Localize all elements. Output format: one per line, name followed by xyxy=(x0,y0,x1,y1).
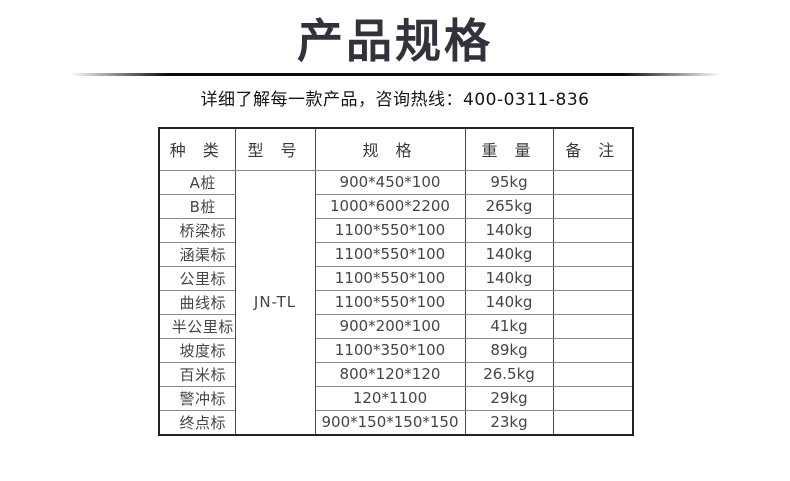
table-row: 百米标 800*120*120 26.5kg xyxy=(158,361,634,387)
cell-weight: 140kg xyxy=(464,217,554,243)
cell-spec: 1100*350*100 xyxy=(314,337,466,363)
cell-type: 半公里标 xyxy=(158,313,236,339)
cell-type: 曲线标 xyxy=(158,289,236,315)
cell-note xyxy=(552,313,634,339)
cell-type: 涵渠标 xyxy=(158,241,236,267)
cell-weight: 26.5kg xyxy=(464,361,554,387)
table-row: 桥梁标 1100*550*100 140kg xyxy=(158,217,634,243)
cell-spec: 120*1100 xyxy=(314,385,466,411)
cell-spec: 1100*550*100 xyxy=(314,241,466,267)
cell-spec: 900*450*100 xyxy=(314,169,466,195)
header-model: 型 号 xyxy=(234,127,316,171)
cell-spec: 1000*600*2200 xyxy=(314,193,466,219)
spec-table-container: 种 类 型 号 规 格 重 量 备 注 A桩 JN-TL 900*450*100 95… xyxy=(158,126,634,436)
cell-type: 终点标 xyxy=(158,409,236,436)
cell-note xyxy=(552,193,634,219)
cell-note xyxy=(552,241,634,267)
cell-spec: 1100*550*100 xyxy=(314,265,466,291)
table-row: 曲线标 1100*550*100 140kg xyxy=(158,289,634,315)
cell-weight: 140kg xyxy=(464,289,554,315)
cell-weight: 29kg xyxy=(464,385,554,411)
table-row: 坡度标 1100*350*100 89kg xyxy=(158,337,634,363)
cell-type: 警冲标 xyxy=(158,385,236,411)
cell-spec: 1100*550*100 xyxy=(314,289,466,315)
cell-weight: 23kg xyxy=(464,409,554,436)
header-note: 备 注 xyxy=(552,127,634,171)
cell-weight: 95kg xyxy=(464,169,554,195)
table-row: 涵渠标 1100*550*100 140kg xyxy=(158,241,634,267)
cell-type: 桥梁标 xyxy=(158,217,236,243)
subtitle-hotline: 详细了解每一款产品，咨询热线：400-0311-836 xyxy=(200,89,590,110)
cell-note xyxy=(552,361,634,387)
table-row: A桩 JN-TL 900*450*100 95kg xyxy=(158,169,634,436)
cell-weight: 140kg xyxy=(464,241,554,267)
cell-note xyxy=(552,265,634,291)
cell-spec: 1100*550*100 xyxy=(314,217,466,243)
cell-spec: 900*150*150*150 xyxy=(314,409,466,436)
table-row: B桩 1000*600*2200 265kg xyxy=(158,193,634,219)
spec-table: 种 类 型 号 规 格 重 量 备 注 A桩 JN-TL 900*450*100 95… xyxy=(158,126,634,436)
cell-weight: 41kg xyxy=(464,313,554,339)
cell-model-merged: JN-TL xyxy=(234,169,316,436)
table-row: 警冲标 120*1100 29kg xyxy=(158,385,634,411)
cell-note xyxy=(552,337,634,363)
cell-note xyxy=(552,289,634,315)
cell-weight: 265kg xyxy=(464,193,554,219)
cell-type: 百米标 xyxy=(158,361,236,387)
cell-type: B桩 xyxy=(158,193,236,219)
table-row: 半公里标 900*200*100 41kg xyxy=(158,313,634,339)
cell-type: 坡度标 xyxy=(158,337,236,363)
cell-weight: 89kg xyxy=(464,337,554,363)
cell-note xyxy=(552,217,634,243)
cell-spec: 800*120*120 xyxy=(314,361,466,387)
table-row: 终点标 900*150*150*150 23kg xyxy=(158,409,634,436)
table-row: 公里标 1100*550*100 140kg xyxy=(158,265,634,291)
header-weight: 重 量 xyxy=(464,127,554,171)
header-type: 种 类 xyxy=(158,127,236,171)
cell-type: 公里标 xyxy=(158,265,236,291)
cell-note xyxy=(552,409,634,436)
cell-type: A桩 xyxy=(158,169,236,195)
cell-note xyxy=(552,169,634,195)
title-divider xyxy=(70,72,720,76)
header-row: 种 类 型 号 规 格 重 量 备 注 xyxy=(158,127,634,171)
cell-spec: 900*200*100 xyxy=(314,313,466,339)
header-spec: 规 格 xyxy=(314,127,466,171)
page-title: 产品规格 xyxy=(297,14,493,68)
cell-note xyxy=(552,385,634,411)
cell-weight: 140kg xyxy=(464,265,554,291)
